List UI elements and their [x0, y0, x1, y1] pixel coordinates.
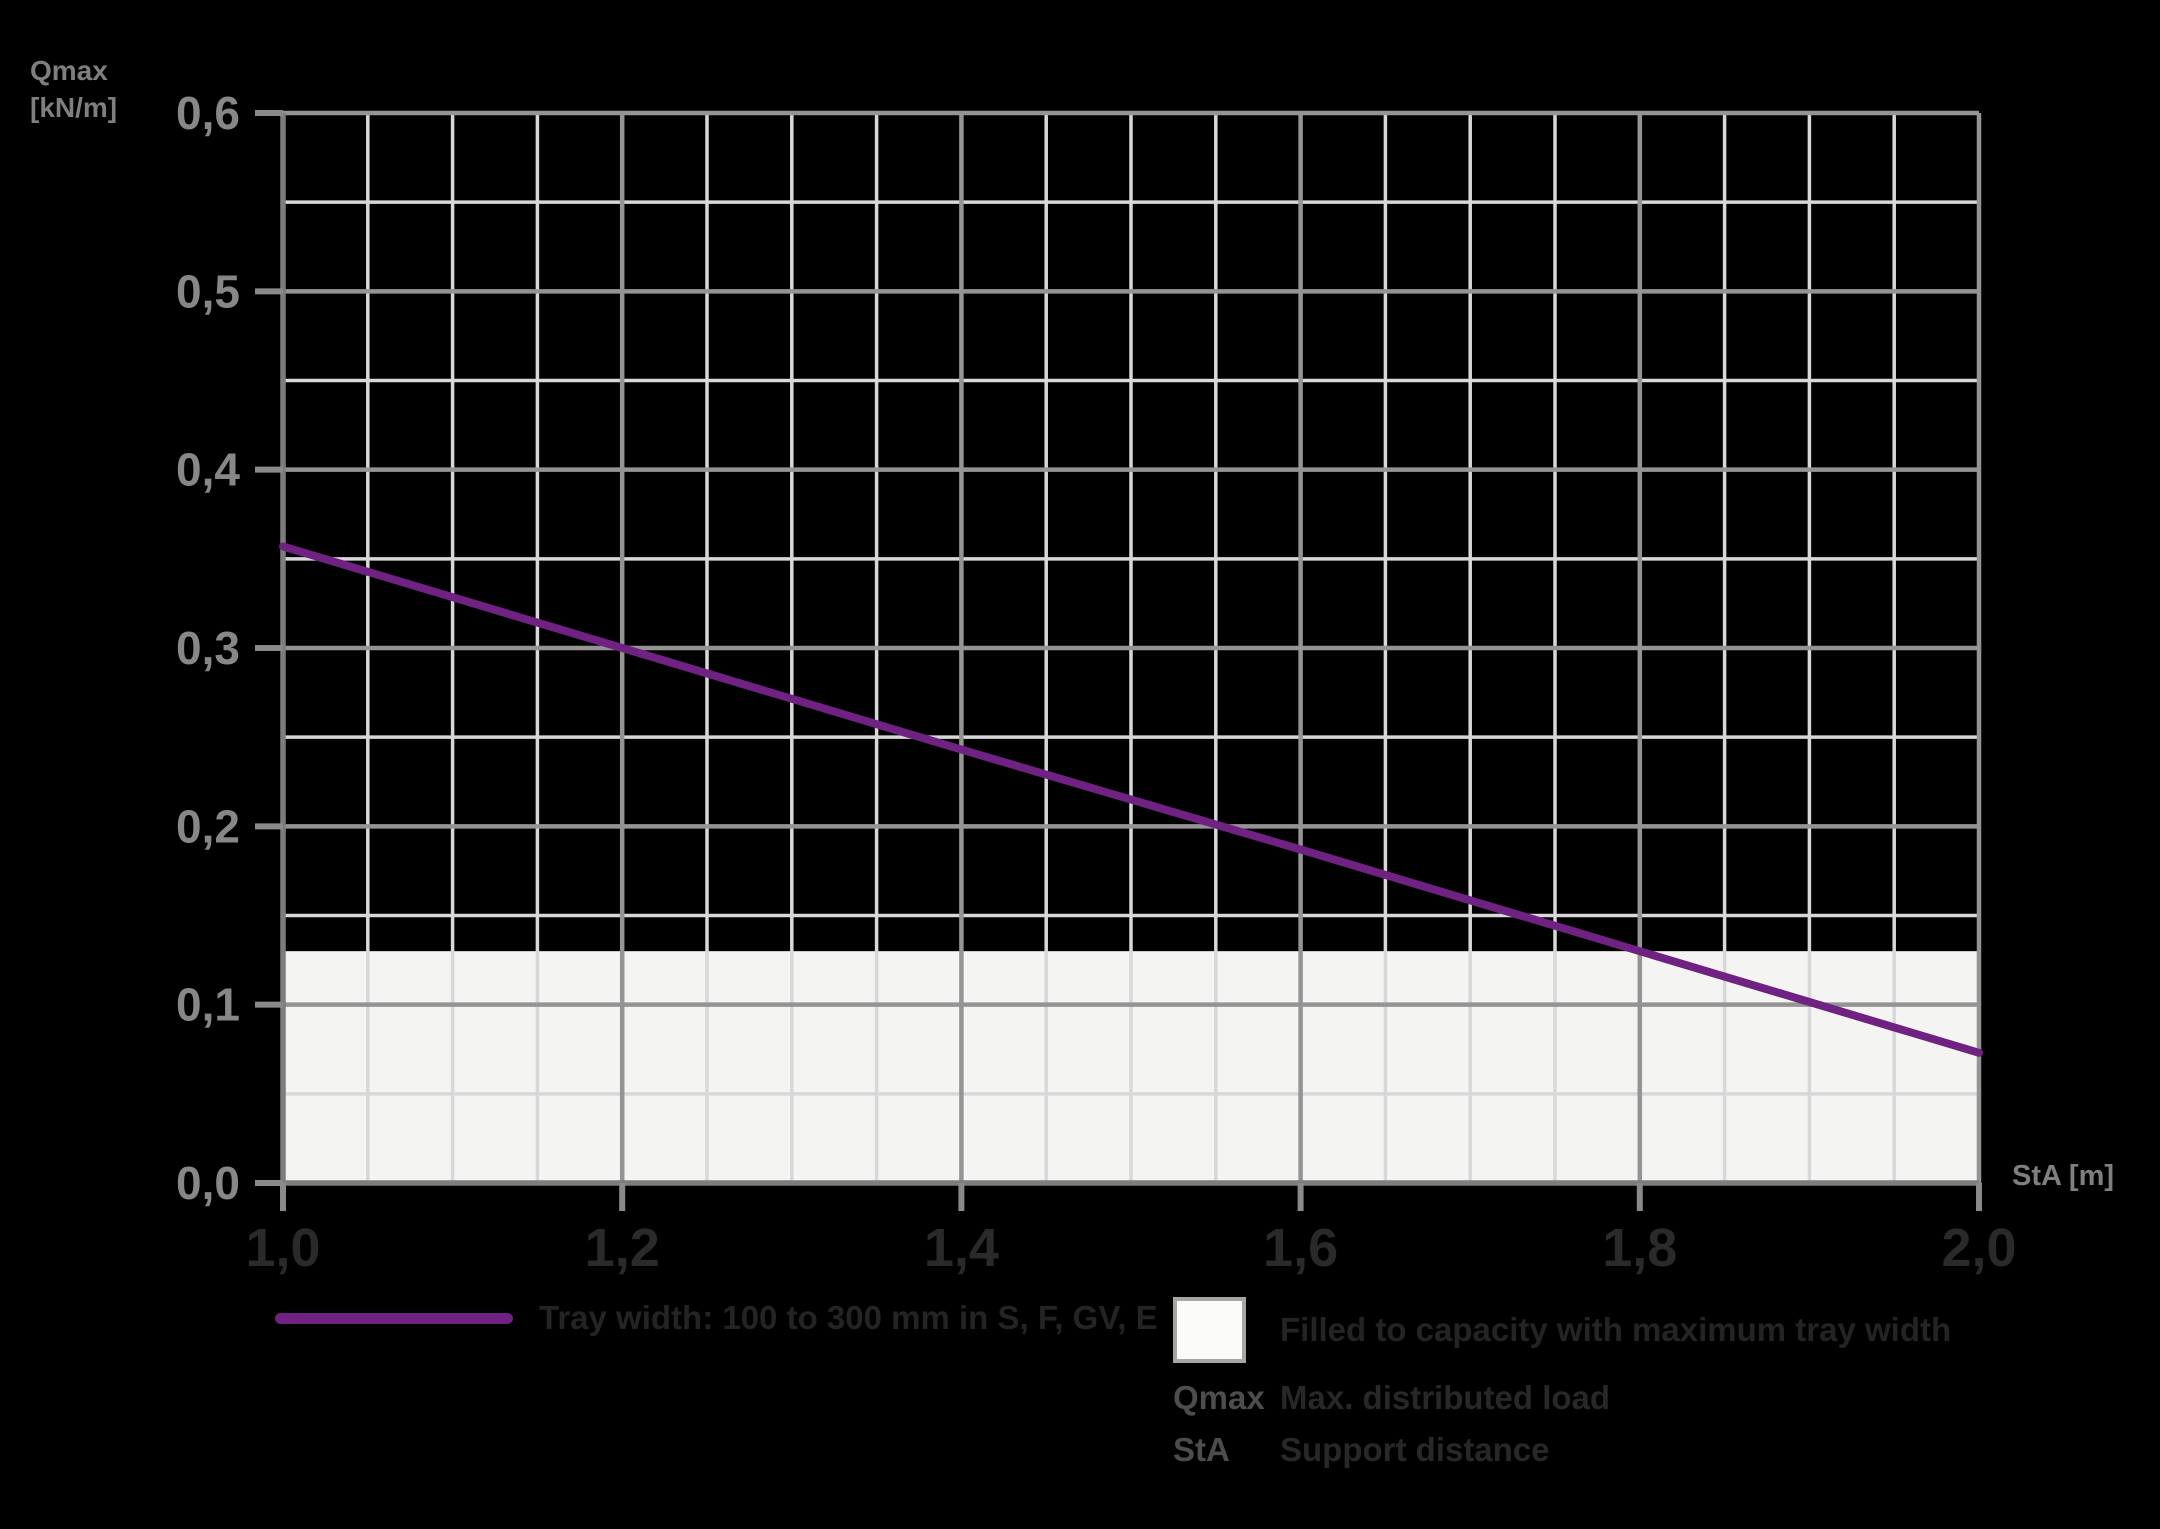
definition-sta: Support distance — [1280, 1431, 1550, 1468]
legend-line-label: Tray width: 100 to 300 mm in S, F, GV, E — [539, 1299, 1158, 1336]
term-row-qmax: Qmax Max. distributed load — [1173, 1376, 1610, 1420]
y-tick-label: 0,1 — [176, 979, 240, 1031]
x-tick-label: 1,2 — [585, 1218, 660, 1278]
y-tick-label: 0,2 — [176, 800, 240, 852]
y-axis-title-line2: [kN/m] — [30, 92, 118, 123]
x-tick-label: 1,4 — [924, 1218, 999, 1278]
x-tick-label: 1,8 — [1602, 1218, 1677, 1278]
data-line-tray-width — [279, 542, 1983, 1057]
y-tick-label: 0,0 — [176, 1157, 240, 1209]
y-axis-title-line1: Qmax — [30, 55, 108, 86]
definition-qmax: Max. distributed load — [1280, 1379, 1611, 1416]
legend-band-swatch — [1173, 1297, 1246, 1363]
x-tick-label: 1,0 — [245, 1218, 320, 1278]
legend-item-capacity-band: Filled to capacity with maximum tray wid… — [1173, 1297, 1951, 1363]
y-tick-label: 0,4 — [176, 444, 240, 496]
x-tick-label: 2,0 — [1941, 1218, 2016, 1278]
x-tick-label: 1,6 — [1263, 1218, 1338, 1278]
y-tick-label: 0,5 — [176, 265, 240, 317]
y-axis-title: Qmax [kN/m] — [30, 52, 117, 126]
term-qmax: Qmax — [1173, 1379, 1265, 1416]
legend-line-swatch — [275, 1312, 513, 1324]
x-axis-title: StA [m] — [2012, 1160, 2115, 1192]
legend-item-tray-width: Tray width: 100 to 300 mm in S, F, GV, E — [275, 1296, 1158, 1340]
term-row-sta: StA Support distance — [1173, 1428, 1550, 1472]
term-sta: StA — [1173, 1431, 1230, 1468]
y-tick-label: 0,6 — [176, 87, 240, 139]
legend-band-label: Filled to capacity with maximum tray wid… — [1280, 1311, 1952, 1348]
y-tick-label: 0,3 — [176, 622, 240, 674]
